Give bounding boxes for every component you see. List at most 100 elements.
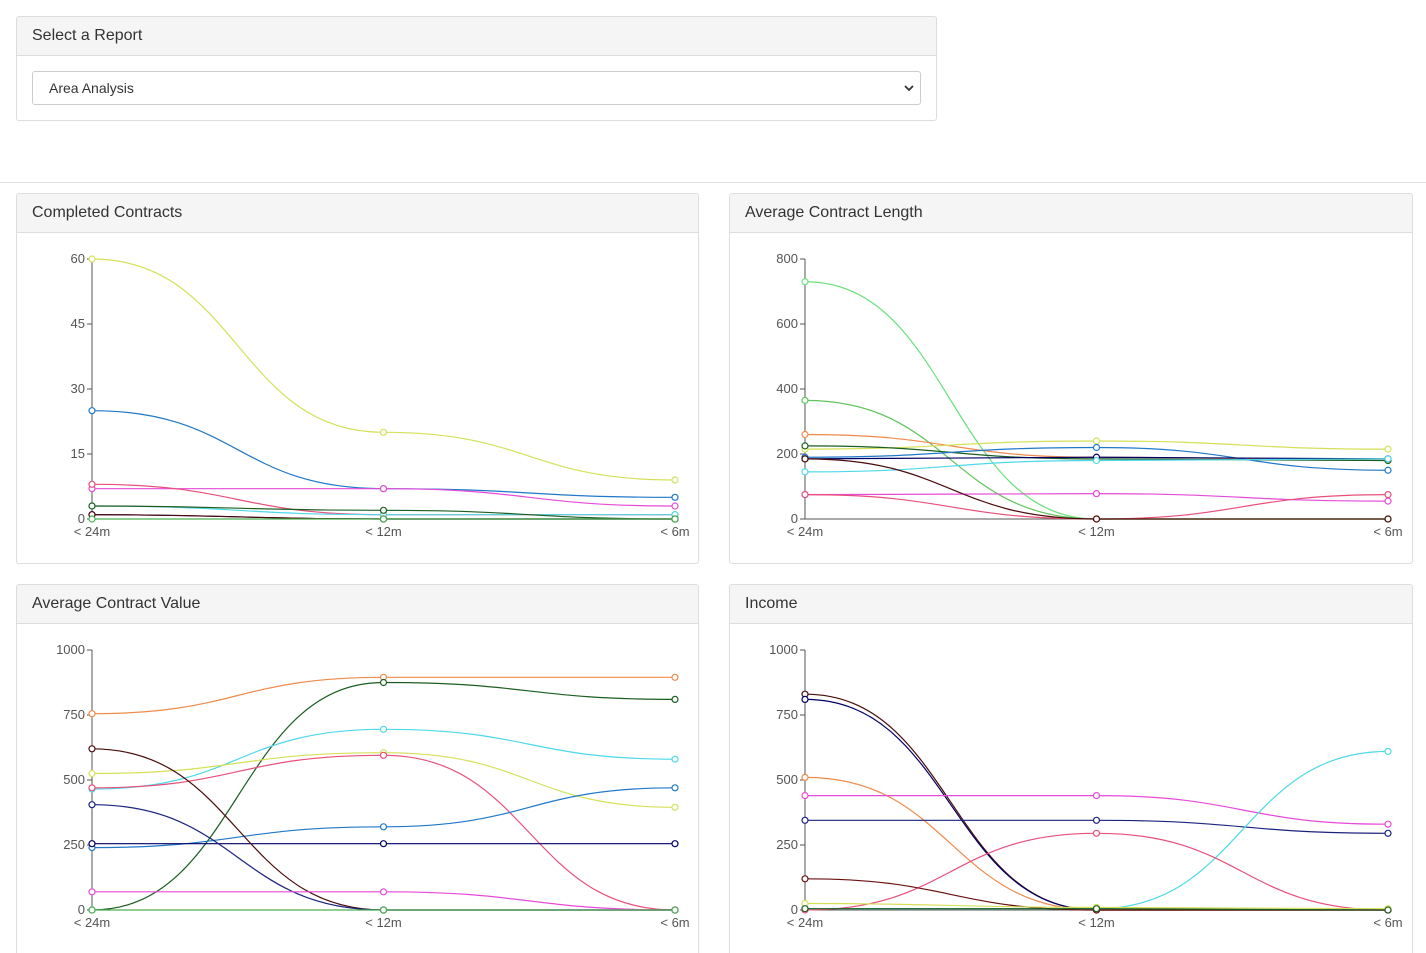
data-point (379, 751, 388, 759)
data-point (1092, 490, 1101, 498)
y-tick-label: 0 (78, 902, 85, 917)
report-select[interactable]: Area Analysis (32, 71, 921, 105)
data-point (1092, 443, 1101, 452)
data-point (88, 710, 96, 718)
data-point (88, 801, 96, 809)
data-point (379, 428, 388, 436)
data-point (1092, 905, 1101, 913)
series-line (804, 458, 1388, 520)
series-line (91, 410, 676, 498)
data-point (379, 888, 388, 896)
data-point (1384, 747, 1392, 756)
data-point (88, 515, 96, 523)
series-line (91, 258, 676, 481)
data-point (671, 673, 679, 681)
data-point (88, 502, 96, 510)
data-point (88, 906, 96, 914)
y-tick-label: 0 (78, 511, 85, 526)
data-point (1384, 906, 1392, 914)
data-point (671, 784, 679, 792)
series-line (804, 281, 1388, 520)
data-point (801, 442, 809, 450)
x-tick-label: < 12m (365, 915, 402, 930)
y-tick-label: 800 (776, 251, 798, 266)
data-point (801, 792, 809, 800)
x-tick-label: < 24m (787, 524, 824, 539)
data-point (1092, 792, 1101, 800)
data-point (801, 875, 809, 883)
data-point (671, 803, 679, 811)
report-selector-heading: Select a Report (17, 17, 936, 56)
average-contract-length-panel: Average Contract Length 0 200 400 600 800 < 2… (729, 193, 1413, 564)
series-line (91, 787, 676, 849)
data-point (1384, 497, 1392, 505)
data-point (801, 278, 809, 286)
data-point (1384, 829, 1392, 837)
x-tick-label: < 12m (1078, 915, 1115, 930)
data-point (1092, 816, 1101, 824)
data-point (88, 784, 96, 792)
data-point (88, 745, 96, 753)
data-point (1384, 491, 1392, 499)
data-point (88, 769, 96, 778)
x-tick-label: < 6m (660, 524, 689, 539)
x-tick-label: < 6m (1373, 524, 1402, 539)
data-point (379, 506, 388, 514)
y-tick-label: 500 (63, 772, 85, 787)
y-tick-label: 60 (71, 251, 85, 266)
y-tick-label: 0 (791, 511, 798, 526)
chart-title: Average Contract Value (17, 585, 698, 624)
average-contract-length-chart: 0 200 400 600 800 < 24m < 12m < 6m (776, 251, 1402, 539)
data-point (379, 823, 388, 831)
y-tick-label: 400 (776, 381, 798, 396)
average-contract-value-panel: Average Contract Value 0 250 500 750 1000 < 2… (16, 584, 699, 953)
data-point (801, 396, 809, 404)
data-point (671, 840, 679, 848)
series-line (804, 832, 1389, 911)
data-point (671, 906, 679, 914)
data-point (671, 476, 679, 484)
data-point (801, 773, 809, 781)
completed-contracts-chart: 0 15 30 45 60 < 24m < 12m < 6m (71, 251, 690, 539)
data-point (801, 455, 809, 463)
report-select-value: Area Analysis (49, 80, 134, 96)
chart-title: Completed Contracts (17, 194, 698, 233)
data-point (671, 515, 679, 523)
data-point (88, 407, 96, 415)
data-point (1092, 437, 1101, 445)
average-contract-value-chart: 0 250 500 750 1000 < 24m < 12m < 6m (56, 642, 690, 930)
series-line (804, 494, 1389, 520)
y-tick-label: 750 (63, 707, 85, 722)
series-line (804, 693, 1388, 911)
y-tick-label: 30 (71, 381, 85, 396)
chart-title: Income (730, 585, 1412, 624)
data-point (379, 725, 388, 733)
data-point (801, 905, 809, 913)
data-point (801, 491, 809, 499)
data-point (801, 468, 809, 476)
y-tick-label: 45 (71, 316, 85, 331)
series-line (804, 698, 1388, 911)
x-tick-label: < 24m (787, 915, 824, 930)
series-line (91, 681, 676, 911)
data-point (88, 888, 96, 896)
y-tick-label: 600 (776, 316, 798, 331)
data-point (379, 906, 388, 914)
data-point (1384, 445, 1392, 453)
completed-contracts-panel: Completed Contracts 0 15 30 45 60 < 24m < 12m <… (16, 193, 699, 564)
y-tick-label: 250 (63, 837, 85, 852)
y-tick-label: 500 (776, 772, 798, 787)
x-tick-label: < 12m (365, 524, 402, 539)
x-tick-label: < 12m (1078, 524, 1115, 539)
chevron-down-icon (904, 85, 914, 92)
data-point (1384, 515, 1392, 523)
data-point (801, 695, 809, 704)
income-chart: 0 250 500 750 1000 < 24m < 12m < 6m (769, 642, 1403, 930)
chart-title: Average Contract Length (730, 194, 1412, 233)
series-line (91, 728, 676, 790)
series-line (91, 754, 676, 911)
data-point (379, 485, 388, 493)
section-divider (0, 182, 1426, 183)
data-point (88, 480, 96, 488)
data-point (1384, 466, 1392, 474)
